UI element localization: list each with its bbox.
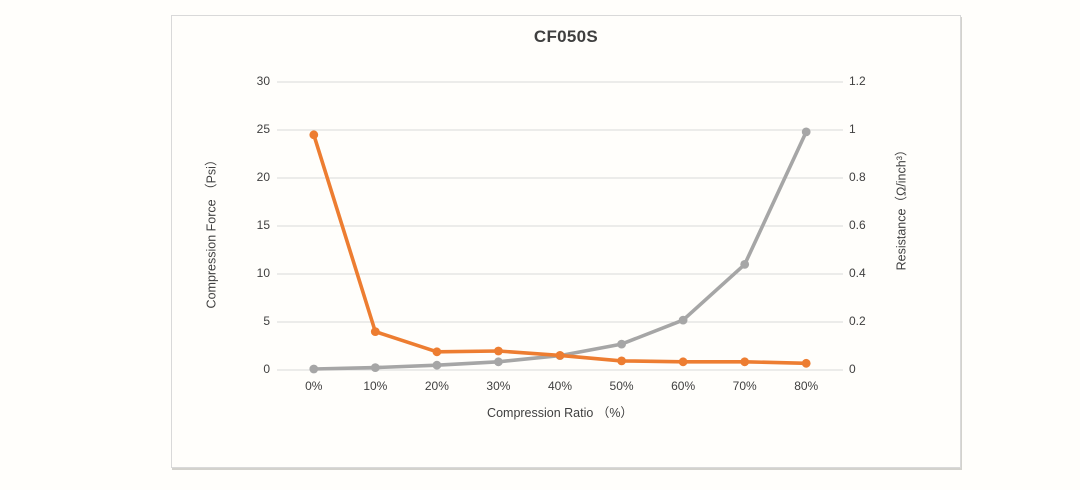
right-axis-tick-label: 0 [849,362,856,376]
data-point-marker [432,360,442,370]
left-axis-tick-label: 30 [256,74,270,88]
data-point-marker [617,356,626,366]
left-axis-tick-label: 0 [263,362,270,376]
data-point-marker [555,351,565,360]
data-point-marker [801,358,811,368]
data-point-marker [740,260,750,269]
data-point-marker [309,364,319,374]
series-line [312,130,809,371]
x-axis-category-label: 30% [486,379,511,393]
series-line [312,133,809,366]
chart-frame: CF050S Compression Force （Psi） Resistanc… [171,15,961,468]
data-point-marker [617,339,626,349]
right-axis-tick-label: 1 [849,122,856,136]
left-axis-tick-label: 10 [256,266,270,280]
left-axis-tick-label: 20 [256,170,270,184]
x-axis-category-label: 70% [732,379,757,393]
chart-title: CF050S [533,27,599,46]
data-point-marker [678,357,688,367]
data-point-marker [494,346,503,356]
x-axis-category-label: 40% [547,379,573,393]
x-axis-category-label: 50% [609,379,634,393]
x-axis-category-label: 60% [671,379,696,393]
data-point-marker [309,130,319,140]
left-axis-tick-label: 5 [263,314,270,328]
data-point-marker [494,357,503,367]
left-axis-tick-label: 25 [256,122,270,136]
right-axis-tick-label: 0.2 [849,314,866,328]
plot-svg [277,81,843,374]
x-axis-category-label: 80% [794,379,819,393]
x-axis-category-label: 0% [305,379,323,393]
x-axis-category-label: 10% [363,379,388,393]
right-axis-tick-label: 0.6 [849,218,866,232]
data-point-marker [432,347,442,357]
x-axis-title: Compression Ratio （%） [487,406,633,420]
data-point-marker [801,127,811,137]
x-axis-category-label: 20% [424,379,449,393]
right-axis-tick-label: 0.8 [849,170,866,184]
data-point-marker [370,363,380,372]
data-point-marker [740,357,750,367]
right-axis-tick-label: 1.2 [849,74,866,88]
right-axis-tick-label: 0.4 [849,266,866,280]
left-axis-tick-label: 15 [256,218,270,232]
data-point-marker [370,327,380,336]
data-point-marker [678,315,688,325]
